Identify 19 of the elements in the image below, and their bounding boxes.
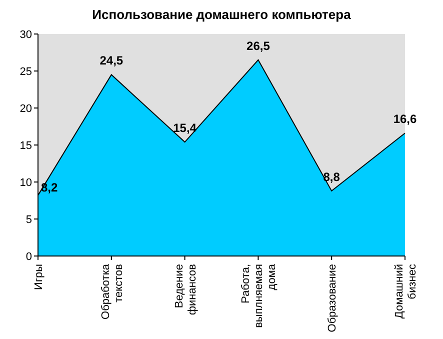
y-tick-label: 5	[26, 214, 32, 226]
x-tick-label: Игры	[33, 264, 45, 290]
data-label: 16,6	[393, 112, 417, 126]
data-label: 26,5	[246, 38, 270, 53]
x-tick-label: Домашний бизнес	[394, 264, 418, 319]
chart-title: Использование домашнего компьютера	[91, 7, 352, 22]
y-tick-label: 30	[20, 28, 32, 41]
y-tick-label: 10	[20, 176, 32, 189]
y-tick-label: 25	[20, 66, 32, 78]
y-tick-label: 15	[20, 140, 32, 152]
y-tick-label: 0	[26, 250, 32, 263]
x-tick-label: Ведение финансов	[173, 264, 198, 316]
data-label: 15,4	[173, 121, 197, 136]
x-tick-label: Обработка текстов	[100, 263, 125, 320]
x-tick-label: Образование	[326, 264, 339, 332]
x-tick-label: Работа, выплняемая дома	[240, 263, 278, 328]
y-tick-label: 20	[20, 102, 32, 115]
data-label: 24,5	[100, 54, 124, 68]
data-label: 8,8	[323, 170, 340, 184]
